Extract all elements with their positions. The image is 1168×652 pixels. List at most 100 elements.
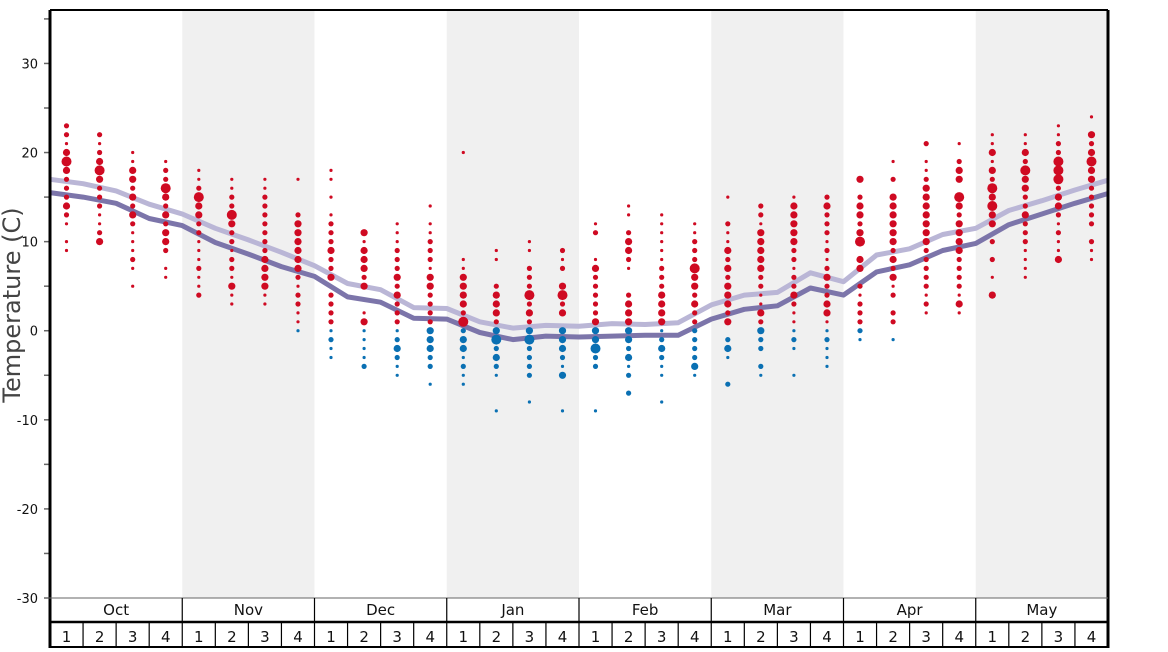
week-label: 1: [459, 628, 469, 646]
data-point: [494, 257, 498, 262]
data-point: [923, 141, 929, 147]
week-label: 3: [657, 628, 667, 646]
data-point: [461, 150, 465, 155]
data-point: [790, 202, 798, 210]
data-point: [890, 176, 896, 182]
data-point: [560, 364, 565, 368]
data-point: [527, 248, 532, 253]
data-point: [362, 338, 366, 342]
data-point: [129, 193, 137, 201]
data-point: [1056, 133, 1060, 137]
data-point: [692, 319, 698, 325]
data-point: [954, 192, 965, 203]
data-point: [660, 373, 664, 377]
data-point: [691, 282, 699, 290]
data-point: [627, 204, 631, 208]
data-point: [922, 202, 930, 210]
data-point: [558, 282, 567, 290]
data-point: [791, 301, 797, 307]
data-point: [329, 168, 333, 172]
data-point: [360, 229, 368, 237]
data-point: [758, 212, 764, 218]
data-point: [328, 230, 334, 236]
data-point: [63, 212, 70, 218]
data-point: [393, 291, 401, 299]
data-point: [1055, 149, 1061, 156]
data-point: [659, 283, 665, 289]
data-point: [459, 282, 467, 290]
data-point: [492, 327, 500, 335]
data-point: [426, 282, 434, 290]
data-point: [923, 265, 929, 271]
data-point: [394, 354, 400, 361]
data-point: [957, 142, 961, 146]
data-point: [924, 159, 928, 164]
data-point: [924, 168, 928, 172]
data-point: [791, 274, 797, 280]
data-point: [558, 327, 567, 335]
data-point: [526, 372, 533, 378]
data-point: [559, 265, 566, 271]
data-point: [294, 264, 302, 272]
data-point: [196, 292, 202, 298]
data-point: [824, 194, 830, 200]
data-point: [856, 175, 864, 183]
data-point: [825, 320, 829, 324]
data-point: [955, 220, 963, 228]
data-point: [558, 371, 567, 379]
data-point: [692, 310, 698, 316]
data-point: [824, 230, 830, 236]
data-point: [857, 301, 863, 307]
data-point: [889, 229, 897, 237]
data-point: [228, 282, 236, 290]
data-point: [1023, 266, 1027, 270]
data-point: [790, 291, 798, 299]
data-point: [1055, 230, 1061, 236]
data-point: [625, 238, 633, 246]
data-point: [527, 400, 532, 404]
data-point: [891, 284, 895, 288]
data-point: [627, 266, 631, 270]
data-point: [856, 202, 864, 210]
data-point: [792, 195, 796, 199]
data-point: [362, 311, 366, 315]
data-point: [724, 318, 732, 326]
data-point: [825, 346, 829, 351]
data-point: [295, 292, 301, 298]
series-line-upper: [49, 176, 1109, 331]
data-point: [990, 133, 994, 137]
data-point: [296, 320, 300, 324]
data-point: [923, 256, 929, 263]
data-point: [625, 318, 633, 326]
data-point: [792, 266, 796, 270]
data-point: [1021, 184, 1029, 192]
data-point: [526, 283, 533, 289]
data-point: [360, 264, 368, 272]
data-point: [790, 238, 798, 246]
week-label: 4: [161, 628, 171, 646]
data-point: [790, 220, 798, 228]
data-point: [197, 177, 201, 181]
data-point: [459, 291, 467, 299]
data-point: [1054, 193, 1062, 201]
data-point: [692, 239, 698, 245]
data-point: [759, 293, 763, 297]
data-point: [1053, 165, 1064, 176]
data-point: [988, 220, 996, 228]
data-point: [360, 255, 368, 264]
data-point: [294, 238, 302, 246]
data-point: [889, 255, 897, 264]
data-point: [131, 248, 135, 253]
data-point: [1022, 158, 1028, 165]
data-point: [461, 382, 465, 386]
data-point: [195, 202, 203, 210]
data-point: [625, 327, 633, 335]
data-point: [558, 336, 567, 344]
data-point: [195, 211, 203, 219]
data-point: [759, 302, 763, 306]
data-point: [329, 177, 333, 181]
y-tick-label: 20: [21, 147, 38, 162]
data-point: [725, 221, 731, 227]
month-label-dec: Dec: [366, 601, 395, 619]
data-point: [329, 346, 333, 351]
